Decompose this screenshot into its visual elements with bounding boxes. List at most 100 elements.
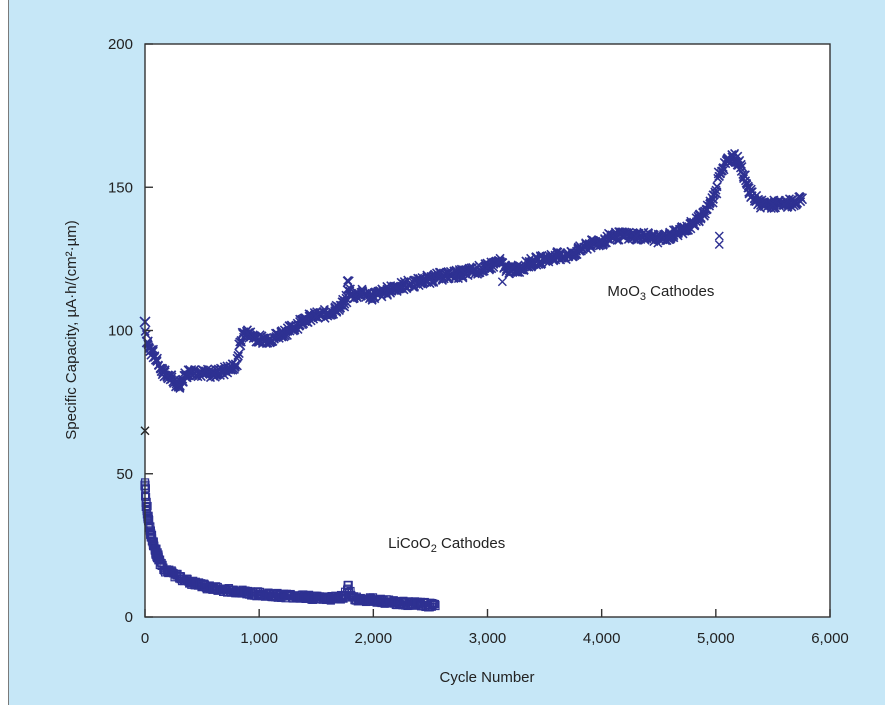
licoo2-data-point <box>340 592 350 602</box>
moo3-data-point <box>618 230 631 242</box>
moo3-data-point <box>459 267 471 279</box>
moo3-data-point <box>516 261 528 274</box>
moo3-data-point <box>499 261 511 274</box>
moo3-data-point <box>185 365 197 377</box>
licoo2-data-point <box>146 529 156 539</box>
moo3-data-point <box>713 167 725 179</box>
moo3-data-point <box>573 244 585 256</box>
y-tick-label: 100 <box>108 323 133 340</box>
licoo2-data-point <box>277 590 287 601</box>
moo3-data-point <box>767 198 779 211</box>
moo3-data-point <box>276 327 288 339</box>
moo3-data-point <box>738 170 750 182</box>
y-tick-label: 200 <box>108 36 133 53</box>
moo3-data-point <box>162 370 174 382</box>
moo3-data-point <box>527 256 539 268</box>
moo3-data-point <box>584 238 596 251</box>
moo3-data-point <box>230 359 242 371</box>
outlier-markers <box>140 231 724 436</box>
y-tick-label: 50 <box>116 466 133 483</box>
moo3-data-point <box>733 155 745 168</box>
licoo2-data-point <box>428 598 437 608</box>
licoo2-data-point <box>163 566 173 576</box>
moo3-data-point <box>790 196 802 208</box>
moo3-data-point <box>367 290 379 302</box>
moo3-data-point <box>340 299 350 309</box>
licoo2-data-point <box>343 580 353 591</box>
moo3-data-point <box>795 193 808 205</box>
moo3-data-point <box>710 187 722 199</box>
x-axis-label: Cycle Number <box>439 669 534 686</box>
x-tick-label: 2,000 <box>355 630 393 647</box>
moo3-data-point <box>664 230 676 242</box>
moo3-data-point <box>234 339 246 351</box>
x-tick-label: 3,000 <box>469 630 507 647</box>
moo3-data-point <box>344 290 357 302</box>
moo3-data-point <box>641 230 653 242</box>
licoo2-data-point <box>357 595 367 605</box>
moo3-data-point <box>233 351 243 361</box>
x-tick-label: 5,000 <box>697 630 735 647</box>
licoo2-data-point <box>151 549 162 559</box>
moo3-data-point <box>340 296 352 308</box>
moo3-data-point <box>653 233 665 245</box>
moo3-data-point <box>299 313 311 325</box>
moo3-data-point <box>145 344 157 357</box>
data-marks <box>139 148 808 612</box>
licoo2-data-point <box>368 595 378 605</box>
series-annotation: MoO3 Cathodes <box>607 283 714 303</box>
moo3-data-point <box>141 336 153 348</box>
moo3-data-point <box>436 270 448 282</box>
outlier-point <box>714 240 724 250</box>
moo3-data-point <box>265 333 277 345</box>
x-tick-label: 4,000 <box>583 630 621 647</box>
licoo2-data-point <box>208 583 219 593</box>
moo3-data-point <box>242 327 254 339</box>
y-axis-label: Specific Capacity, µA·h/(cm²·µm) <box>63 220 80 440</box>
moo3-data-point <box>253 333 265 345</box>
moo3-data-point <box>356 287 368 299</box>
licoo2-data-point <box>143 512 153 522</box>
moo3-data-point <box>237 327 249 339</box>
moo3-data-point <box>173 379 185 391</box>
x-tick-label: 6,000 <box>811 630 849 647</box>
x-tick-label: 0 <box>141 630 149 647</box>
series-licoo2-markers <box>140 478 440 612</box>
series-moo3-markers <box>139 148 808 393</box>
moo3-data-point <box>698 207 710 219</box>
moo3-data-point <box>234 348 244 359</box>
moo3-data-point <box>687 218 699 231</box>
licoo2-data-point <box>141 492 151 502</box>
licoo2-data-point <box>254 589 264 599</box>
y-tick-label: 150 <box>108 179 133 196</box>
licoo2-data-point <box>197 580 207 591</box>
moo3-data-point <box>150 353 162 365</box>
moo3-data-point <box>744 187 756 199</box>
moo3-data-point <box>607 230 619 242</box>
moo3-data-point <box>550 250 562 262</box>
plot-area <box>145 44 830 617</box>
moo3-data-point <box>342 276 354 288</box>
moo3-data-point <box>196 367 208 380</box>
moo3-data-point <box>219 365 231 377</box>
moo3-data-point <box>755 198 768 211</box>
chart-texts: 0 1,000 2,000 3,000 4,000 5,000 6,000 0 50 100 150… <box>108 36 849 647</box>
moo3-data-point <box>287 322 299 334</box>
moo3-data-point <box>539 253 551 265</box>
moo3-data-point <box>676 224 688 236</box>
licoo2-data-point <box>414 599 424 609</box>
moo3-data-point <box>141 329 151 340</box>
licoo2-data-point <box>174 572 184 582</box>
moo3-data-point <box>322 307 334 319</box>
moo3-data-point <box>561 250 573 262</box>
moo3-data-point <box>737 161 747 172</box>
moo3-data-point <box>390 281 402 294</box>
axes <box>144 43 831 618</box>
licoo2-data-point <box>231 586 241 596</box>
moo3-data-point <box>504 264 516 276</box>
licoo2-data-point <box>300 592 310 602</box>
moo3-data-point <box>310 310 322 322</box>
moo3-data-point <box>596 236 608 248</box>
